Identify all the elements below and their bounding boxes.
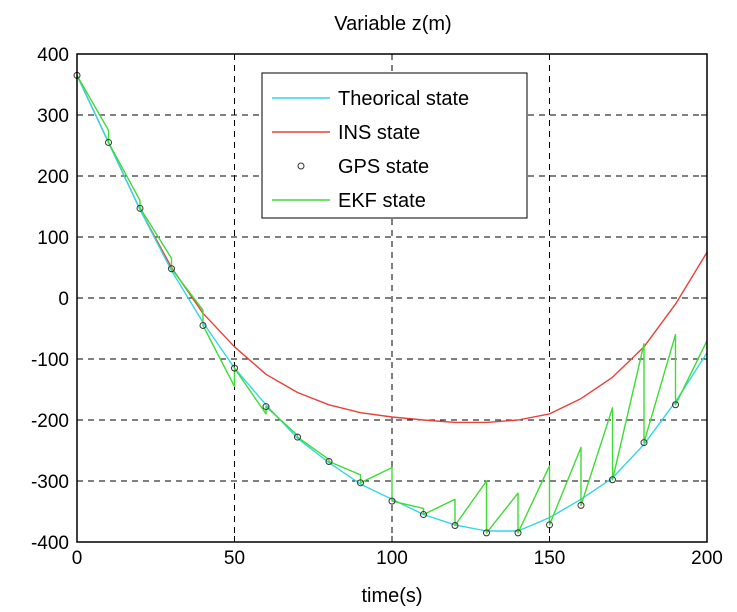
series-point-gps-state — [357, 479, 364, 487]
y-tick-label: 300 — [37, 106, 69, 127]
legend-label: INS state — [338, 122, 420, 144]
x-ticks: 0 50 100 150 200 — [72, 54, 723, 569]
series-point-gps-state — [294, 433, 301, 441]
series-point-gps-state — [672, 401, 679, 409]
legend-box — [261, 72, 528, 219]
x-tick-label: 0 — [72, 548, 83, 569]
x-axis-label: time(s) — [361, 585, 422, 607]
series-point-gps-state — [420, 511, 427, 519]
series-point-gps-state — [451, 522, 459, 530]
series-point-gps-state — [483, 529, 490, 537]
series-point-gps-state — [105, 138, 112, 146]
y-ticks: 400 300 200 100 0 -100 -200 -300 -400 — [31, 45, 707, 554]
y-tick-label: -200 — [31, 411, 69, 432]
series-point-gps-state — [514, 529, 522, 537]
series-layer — [73, 71, 708, 537]
series-point-gps-state — [231, 364, 238, 372]
x-tick-label: 50 — [224, 548, 245, 569]
y-tick-label: 400 — [37, 45, 69, 66]
legend: Theorical state INS state GPS state EKF sta… — [261, 72, 528, 219]
legend-label: EKF state — [338, 190, 426, 212]
grid — [77, 54, 707, 542]
x-tick-label: 150 — [534, 548, 566, 569]
series-point-gps-state — [136, 204, 144, 212]
series-point-gps-state — [325, 457, 333, 465]
x-tick-label: 100 — [376, 548, 408, 569]
series-point-gps-state — [262, 403, 270, 411]
y-tick-label: 0 — [58, 289, 69, 310]
y-tick-label: 200 — [37, 167, 69, 188]
series-point-gps-state — [640, 439, 648, 447]
legend-label: Theorical state — [338, 88, 469, 110]
y-tick-label: -300 — [31, 472, 69, 493]
series-point-gps-state — [388, 497, 396, 505]
series-point-gps-state — [199, 321, 207, 329]
chart-title: Variable z(m) — [334, 13, 451, 35]
series-point-gps-state — [168, 265, 175, 273]
series-line-ekf-state — [76, 74, 708, 534]
y-tick-label: -400 — [31, 533, 69, 554]
y-tick-label: 100 — [37, 228, 69, 249]
y-tick-label: -100 — [31, 350, 69, 371]
series-point-gps-state — [546, 521, 553, 529]
legend-swatch-gps-state — [297, 162, 305, 170]
legend-label: GPS state — [338, 156, 429, 178]
series-point-gps-state — [577, 501, 585, 509]
x-tick-label: 200 — [691, 548, 723, 569]
plot-frame — [76, 53, 708, 543]
series-point-gps-state — [609, 476, 616, 484]
